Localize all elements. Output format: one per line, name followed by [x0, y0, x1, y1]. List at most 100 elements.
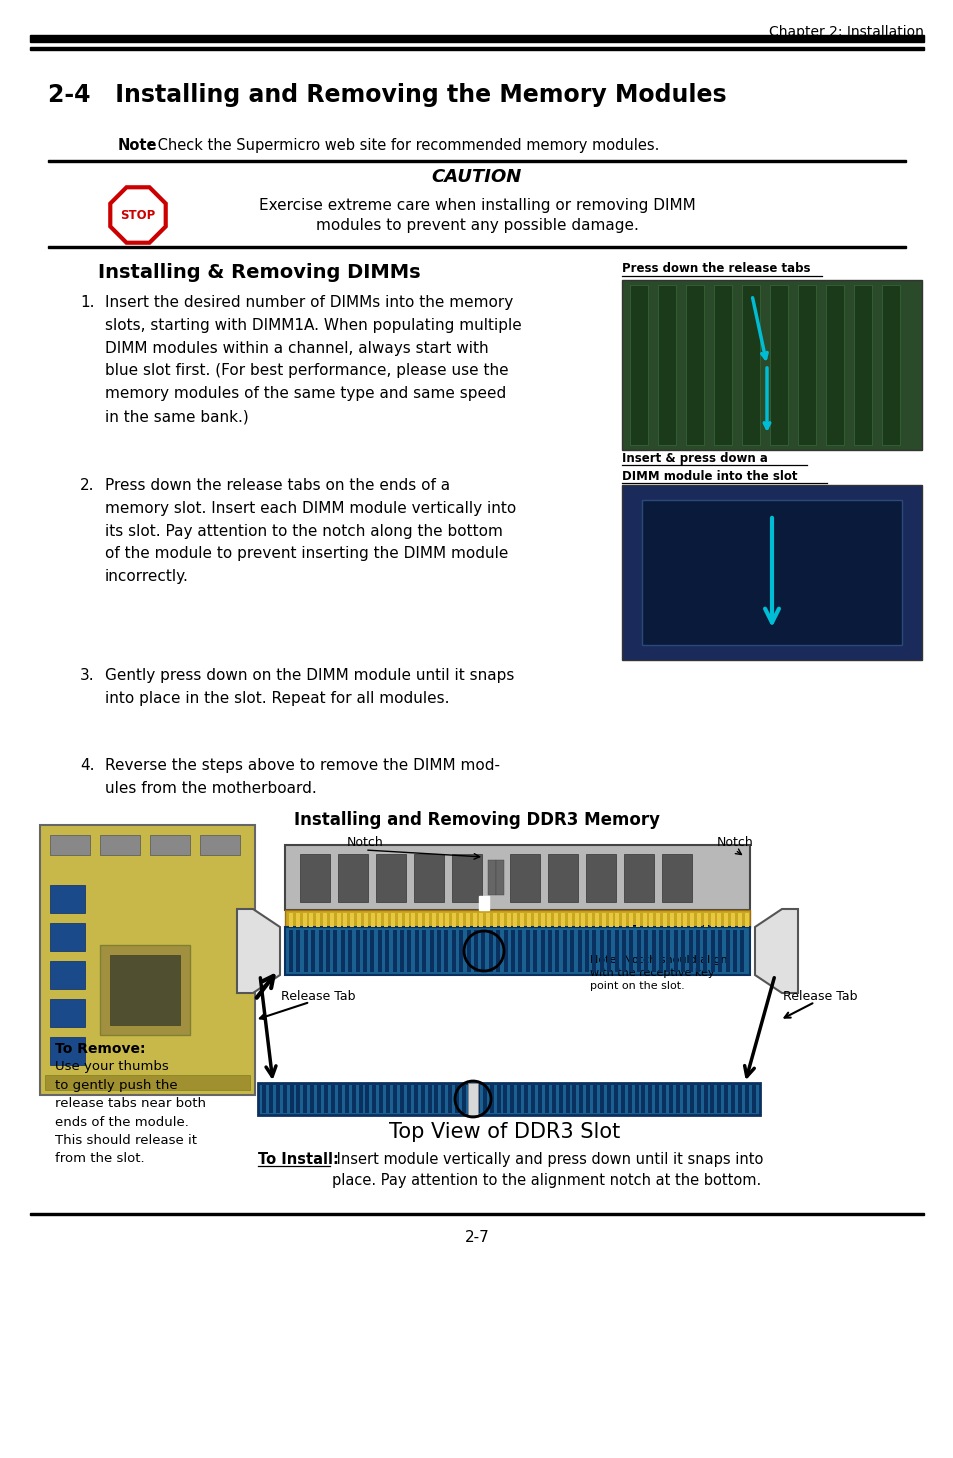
Bar: [578, 1085, 583, 1112]
Bar: [452, 913, 456, 927]
Text: Release Tab: Release Tab: [781, 990, 857, 1003]
Bar: [710, 913, 714, 927]
Bar: [385, 930, 389, 972]
Bar: [738, 1085, 741, 1112]
Bar: [455, 1085, 458, 1112]
Bar: [337, 1085, 341, 1112]
Bar: [50, 1037, 85, 1064]
Bar: [662, 913, 666, 927]
Text: DIMM module into the slot: DIMM module into the slot: [621, 469, 797, 483]
Bar: [601, 913, 605, 927]
Text: Press down the release tabs: Press down the release tabs: [621, 261, 810, 274]
Bar: [30, 47, 923, 50]
Bar: [608, 913, 612, 927]
Bar: [285, 927, 749, 975]
Bar: [285, 846, 749, 910]
Bar: [331, 1085, 335, 1112]
Bar: [40, 825, 254, 1095]
Bar: [525, 930, 529, 972]
Bar: [474, 930, 477, 972]
Bar: [296, 1085, 300, 1112]
Text: 1.: 1.: [80, 295, 94, 311]
Bar: [303, 930, 308, 972]
Bar: [441, 1085, 445, 1112]
Text: point on the slot.: point on the slot.: [589, 981, 684, 991]
Bar: [606, 930, 611, 972]
Bar: [461, 1085, 466, 1112]
Bar: [352, 1085, 355, 1112]
Bar: [411, 913, 415, 927]
Text: Use your thumbs
to gently push the
release tabs near both
ends of the module.
Th: Use your thumbs to gently push the relea…: [55, 1060, 206, 1165]
Bar: [572, 1085, 576, 1112]
Bar: [150, 835, 190, 854]
Bar: [562, 930, 566, 972]
Bar: [285, 910, 749, 927]
Bar: [682, 1085, 686, 1112]
Bar: [570, 930, 574, 972]
Bar: [621, 930, 625, 972]
Bar: [399, 1085, 403, 1112]
Bar: [510, 854, 539, 903]
Bar: [296, 930, 300, 972]
Bar: [438, 913, 442, 927]
Bar: [275, 1085, 279, 1112]
Text: Press down the release tabs on the ends of a
memory slot. Insert each DIMM modul: Press down the release tabs on the ends …: [105, 478, 516, 585]
Text: Notch: Notch: [346, 835, 383, 849]
Bar: [506, 913, 510, 927]
Bar: [302, 913, 306, 927]
Bar: [407, 1085, 411, 1112]
Bar: [50, 999, 85, 1026]
Text: 3.: 3.: [80, 668, 94, 682]
Bar: [458, 930, 463, 972]
Bar: [744, 1085, 748, 1112]
Bar: [627, 1085, 631, 1112]
Bar: [414, 854, 443, 903]
Bar: [547, 930, 552, 972]
Bar: [404, 913, 408, 927]
Text: 2.: 2.: [80, 478, 94, 493]
Bar: [620, 1085, 624, 1112]
Bar: [544, 1085, 548, 1112]
Bar: [696, 1085, 700, 1112]
Bar: [560, 913, 564, 927]
Bar: [415, 930, 418, 972]
Bar: [680, 930, 684, 972]
Bar: [732, 930, 737, 972]
Bar: [547, 913, 551, 927]
Bar: [386, 1085, 390, 1112]
Bar: [379, 1085, 383, 1112]
Bar: [595, 913, 598, 927]
Bar: [661, 854, 691, 903]
Text: Release Tab: Release Tab: [280, 990, 355, 1003]
Bar: [377, 930, 381, 972]
Bar: [629, 284, 647, 445]
Bar: [482, 1085, 486, 1112]
Bar: [593, 1085, 597, 1112]
Bar: [318, 930, 322, 972]
Bar: [673, 930, 677, 972]
Bar: [629, 930, 633, 972]
Bar: [350, 913, 354, 927]
Bar: [391, 913, 395, 927]
Bar: [468, 1083, 477, 1115]
Bar: [343, 913, 347, 927]
Bar: [740, 930, 743, 972]
Bar: [299, 854, 330, 903]
Text: Reverse the steps above to remove the DIMM mod-
ules from the motherboard.: Reverse the steps above to remove the DI…: [105, 758, 499, 796]
Bar: [422, 930, 426, 972]
Bar: [689, 913, 694, 927]
Bar: [489, 1085, 494, 1112]
Bar: [558, 1085, 562, 1112]
Bar: [730, 1085, 735, 1112]
Bar: [424, 913, 429, 927]
Text: : Check the Supermicro web site for recommended memory modules.: : Check the Supermicro web site for reco…: [148, 137, 659, 153]
Bar: [547, 854, 578, 903]
Bar: [640, 1085, 645, 1112]
Bar: [551, 1085, 556, 1112]
Bar: [621, 280, 921, 451]
Bar: [723, 913, 727, 927]
Bar: [737, 913, 741, 927]
Bar: [517, 930, 522, 972]
Bar: [621, 486, 921, 660]
Bar: [661, 1085, 665, 1112]
